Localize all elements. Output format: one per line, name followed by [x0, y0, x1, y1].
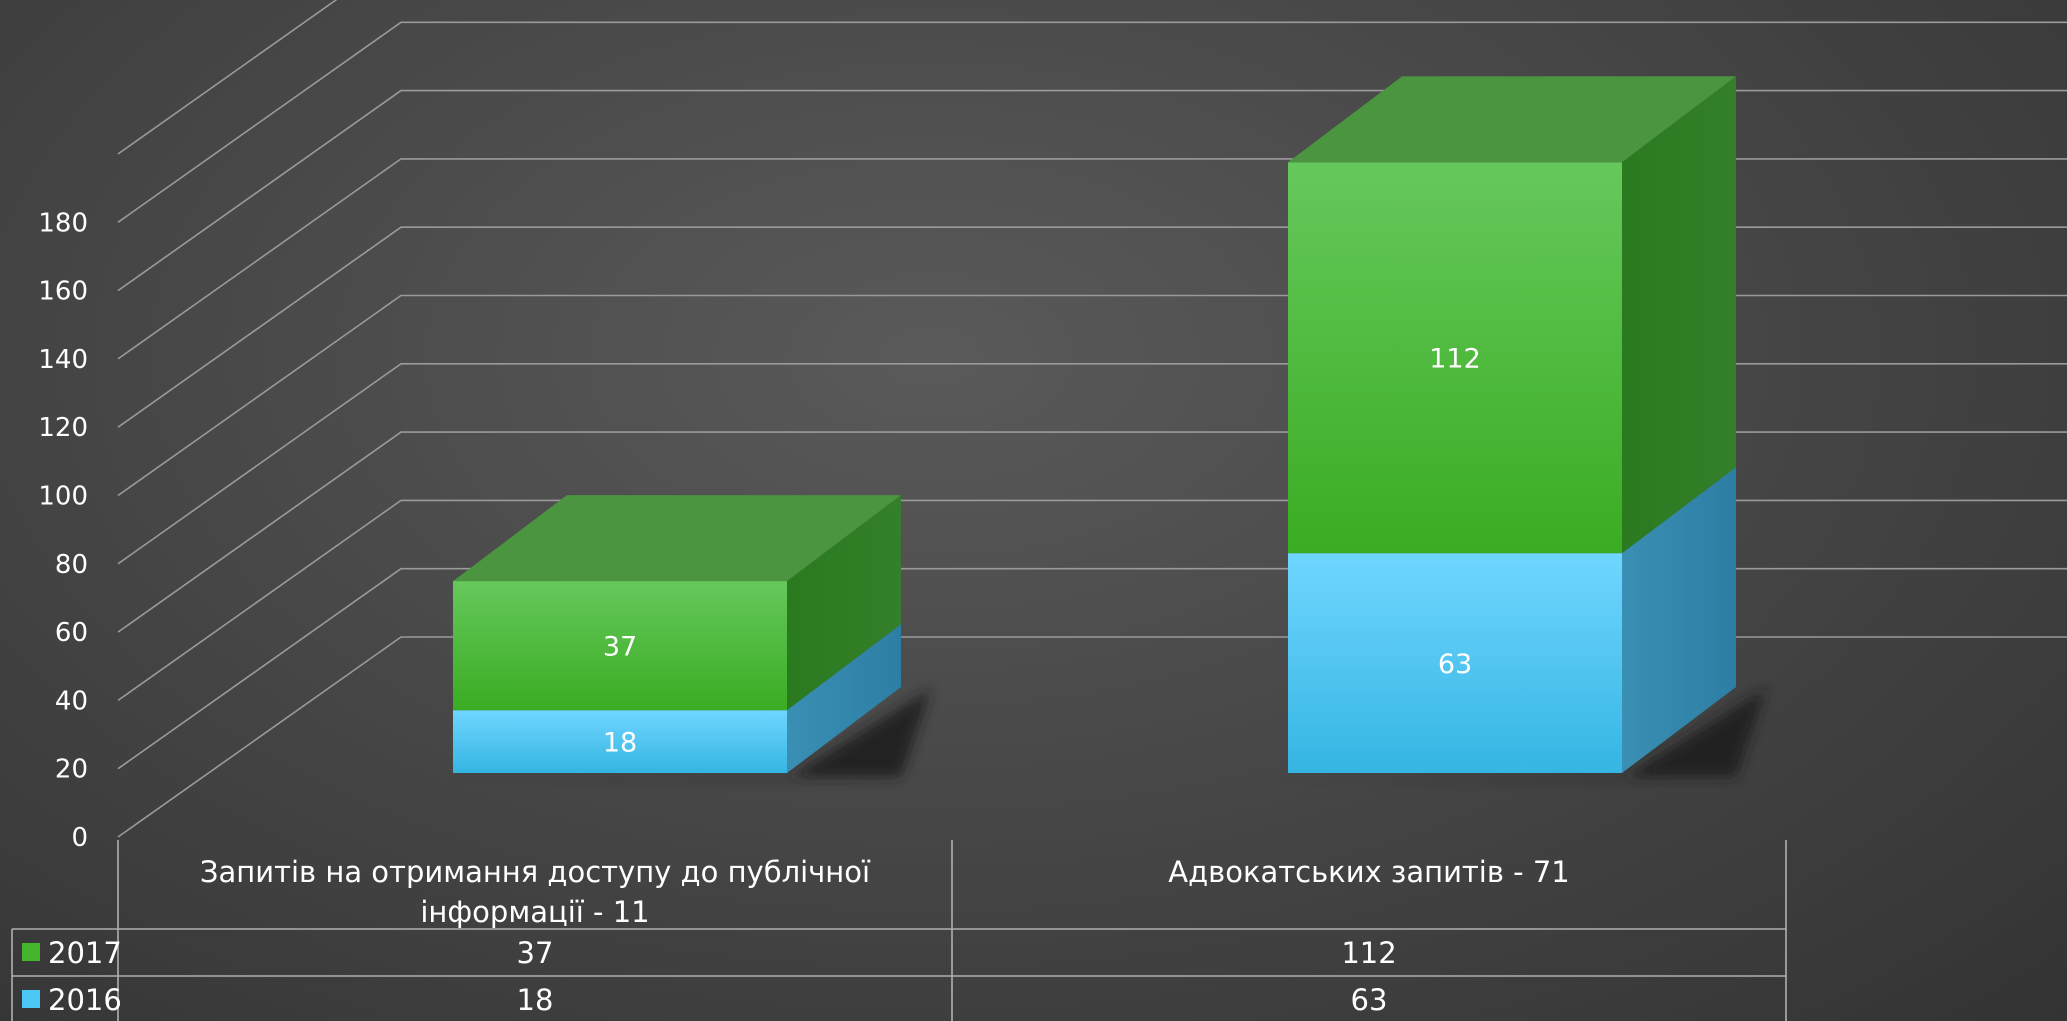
gridline [117, 636, 2067, 838]
data-label: 18 [603, 728, 637, 759]
legend-swatch-2017 [22, 943, 40, 961]
y-tick-label: 0 [71, 823, 88, 853]
gridline [117, 0, 338, 155]
y-tick-label: 80 [55, 550, 88, 580]
y-tick-label: 120 [38, 413, 88, 443]
y-tick-label: 100 [38, 482, 88, 512]
legend-label: 2017 [48, 936, 122, 970]
y-tick-label: 20 [55, 755, 88, 785]
y-tick-label: 40 [55, 686, 88, 716]
category-label: Адвокатських запитів - 71 [1168, 855, 1570, 889]
table-value: 112 [1341, 936, 1396, 970]
table-value: 37 [517, 936, 554, 970]
gridline [117, 363, 2067, 565]
data-table: Запитів на отримання доступу до публічно… [11, 840, 1787, 1021]
bar-stack: 63 112 [1258, 76, 1766, 779]
category-label: інформації - 11 [420, 895, 649, 929]
bar-front-2016 [453, 710, 787, 773]
gridline [117, 499, 2067, 702]
bar-top [1288, 76, 1736, 163]
bar-side-2016 [787, 624, 901, 773]
y-tick-label: 160 [38, 277, 88, 307]
bar-front-2017 [453, 581, 787, 711]
bar-front-2016 [1288, 553, 1622, 773]
gridline [117, 21, 2067, 223]
category-label: Запитів на отримання доступу до публічно… [200, 855, 871, 889]
bar-shadow [423, 689, 931, 779]
gridline [117, 158, 2067, 360]
y-tick-label: 140 [38, 345, 88, 375]
data-label: 63 [1438, 649, 1472, 680]
bar-front-2017 [1288, 162, 1622, 554]
gridline [117, 567, 2067, 770]
gridline [117, 431, 2067, 633]
bar-side-2016 [1622, 467, 1736, 773]
legend-swatch-2016 [22, 990, 40, 1008]
bar-top [453, 495, 901, 582]
data-label: 37 [603, 632, 637, 663]
gridline [117, 226, 2067, 428]
bar-side-2017 [1622, 76, 1736, 554]
table-value: 18 [517, 983, 554, 1017]
y-tick-label: 60 [55, 618, 88, 648]
data-label: 112 [1429, 344, 1481, 375]
gridline [117, 294, 2067, 497]
y-tick-label: 180 [38, 208, 88, 238]
bar-shadow [1258, 689, 1766, 779]
table-value: 63 [1351, 983, 1388, 1017]
legend-label: 2016 [48, 983, 122, 1017]
gridlines [117, 0, 2067, 838]
bar-side-2017 [787, 495, 901, 711]
y-axis: 0 20 40 60 80 100 120 140 160 180 [38, 208, 88, 853]
gridline [117, 89, 2067, 292]
